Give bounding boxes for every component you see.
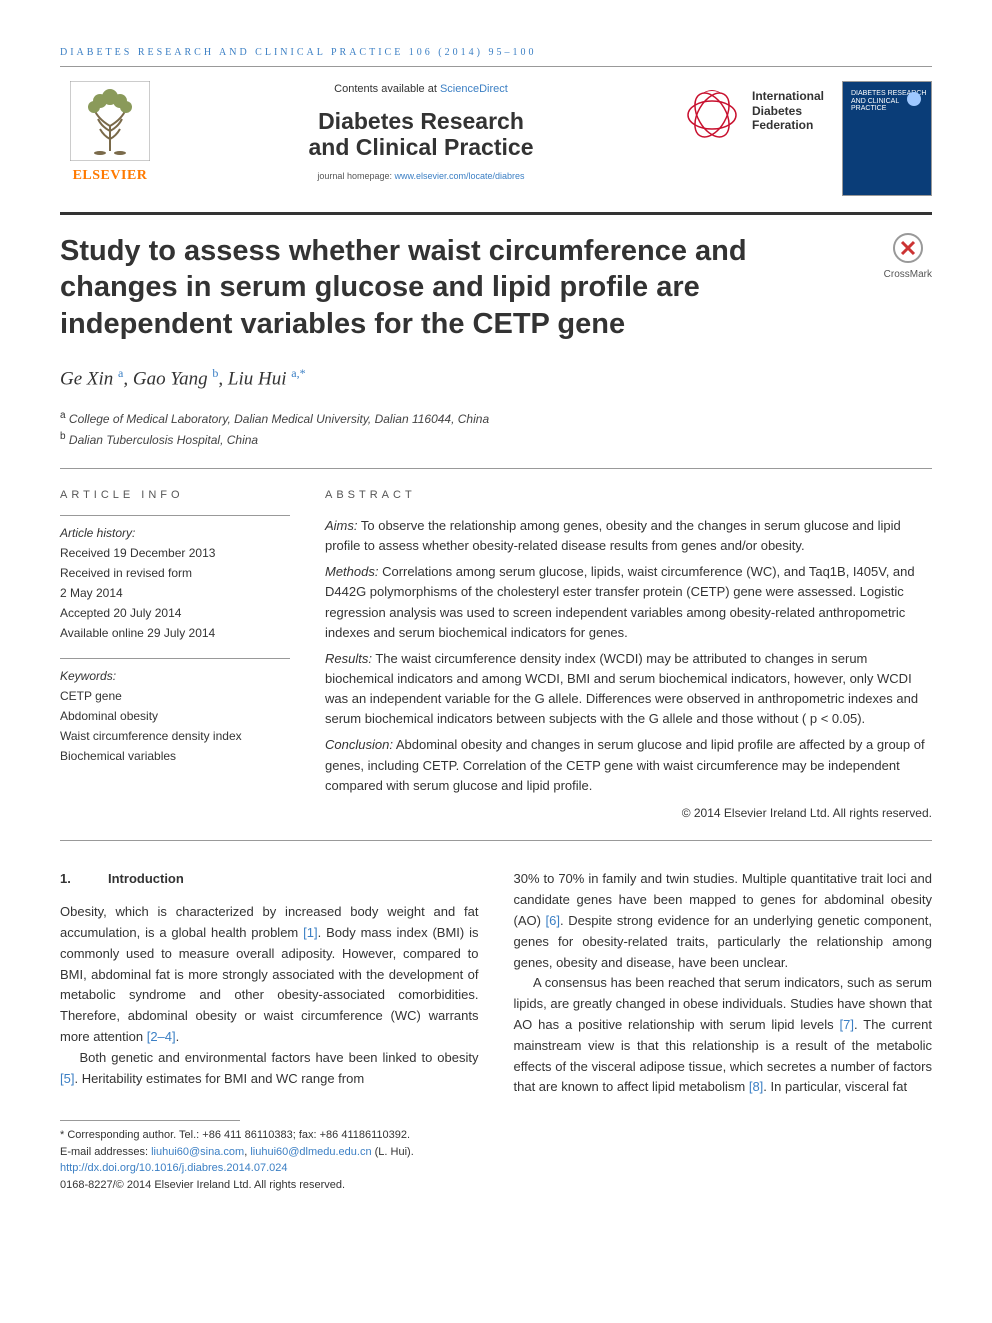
email-link[interactable]: liuhui60@sina.com [151, 1146, 244, 1158]
abstract-copyright: © 2014 Elsevier Ireland Ltd. All rights … [325, 804, 932, 823]
doi-link[interactable]: http://dx.doi.org/10.1016/j.diabres.2014… [60, 1160, 932, 1177]
issn-line: 0168-8227/© 2014 Elsevier Ireland Ltd. A… [60, 1177, 932, 1194]
section-number: 1. [60, 869, 108, 890]
section-rule-top [60, 468, 932, 469]
abstract-aims: Aims: To observe the relationship among … [325, 516, 932, 556]
journal-line2: and Clinical Practice [309, 134, 534, 160]
homepage-link[interactable]: www.elsevier.com/locate/diabres [394, 171, 524, 181]
email-link[interactable]: liuhui60@dlmedu.edu.cn [250, 1146, 371, 1158]
article-info-pane: ARTICLE INFO Article history: Received 1… [60, 487, 290, 822]
footnote-rule [60, 1120, 240, 1121]
corresponding-author: * Corresponding author. Tel.: +86 411 86… [60, 1127, 932, 1144]
top-rule [60, 66, 932, 67]
history-label: Article history: [60, 524, 290, 542]
received-line: Received 19 December 2013 [60, 544, 290, 562]
authors: Ge Xin a, Gao Yang b, Liu Hui a,* [60, 364, 932, 394]
citation-link[interactable]: [1] [303, 925, 317, 940]
masthead-center: Contents available at ScienceDirect Diab… [178, 81, 664, 184]
keywords-label: Keywords: [60, 667, 290, 685]
keyword: Waist circumference density index [60, 727, 290, 745]
info-abstract-row: ARTICLE INFO Article history: Received 1… [60, 487, 932, 822]
abstract-conclusion: Conclusion: Abdominal obesity and change… [325, 735, 932, 795]
online-line: Available online 29 July 2014 [60, 624, 290, 642]
journal-cover-thumb: DIABETES RESEARCH AND CLINICAL PRACTICE [842, 81, 932, 196]
crossmark-icon [893, 233, 923, 263]
abstract-results: Results: The waist circumference density… [325, 649, 932, 730]
section-title: Introduction [108, 871, 184, 886]
article-info-heading: ARTICLE INFO [60, 487, 290, 504]
section-heading: 1.Introduction [60, 869, 479, 890]
homepage-prefix: journal homepage: [317, 171, 394, 181]
idf-block: International Diabetes Federation [682, 81, 824, 141]
accepted-line: Accepted 20 July 2014 [60, 604, 290, 622]
abstract-heading: ABSTRACT [325, 487, 932, 504]
idf-text: International Diabetes Federation [752, 89, 824, 132]
affiliation-a: a a College of Medical Laboratory, Dalia… [60, 408, 932, 429]
contents-line: Contents available at ScienceDirect [178, 81, 664, 98]
body-paragraph: Both genetic and environmental factors h… [60, 1048, 479, 1090]
email-line: E-mail addresses: liuhui60@sina.com, liu… [60, 1144, 932, 1161]
citation-link[interactable]: [5] [60, 1071, 74, 1086]
idf-logo-icon [682, 81, 742, 141]
body-paragraph: Obesity, which is characterized by incre… [60, 902, 479, 1048]
citation-link[interactable]: [7] [840, 1017, 854, 1032]
affiliation-b: b b Dalian Tuberculosis Hospital, ChinaD… [60, 429, 932, 450]
journal-name: Diabetes Research and Clinical Practice [178, 108, 664, 161]
body-col-left: 1.Introduction Obesity, which is charact… [60, 869, 479, 1098]
idf-line2: Diabetes [752, 104, 802, 118]
crossmark-badge[interactable]: CrossMark [884, 233, 932, 282]
idf-line3: Federation [752, 118, 813, 132]
idf-line1: International [752, 89, 824, 103]
contents-prefix: Contents available at [334, 83, 440, 95]
body-columns: 1.Introduction Obesity, which is charact… [60, 869, 932, 1098]
citation-link[interactable]: [2–4] [147, 1029, 176, 1044]
elsevier-logo-block: ELSEVIER [60, 81, 160, 186]
footnotes: * Corresponding author. Tel.: +86 411 86… [60, 1127, 932, 1193]
running-head: DIABETES RESEARCH AND CLINICAL PRACTICE … [60, 45, 932, 60]
cover-dot-icon [907, 92, 921, 106]
section-rule-bottom [60, 840, 932, 841]
affiliations: a a College of Medical Laboratory, Dalia… [60, 408, 932, 450]
citation-link[interactable]: [8] [749, 1079, 763, 1094]
body-paragraph: 30% to 70% in family and twin studies. M… [514, 869, 933, 973]
abstract-methods: Methods: Correlations among serum glucos… [325, 562, 932, 643]
keyword: Biochemical variables [60, 747, 290, 765]
body-col-right: 30% to 70% in family and twin studies. M… [514, 869, 933, 1098]
elsevier-tree-icon [70, 81, 150, 161]
revised-line1: Received in revised form [60, 564, 290, 582]
sciencedirect-link[interactable]: ScienceDirect [440, 83, 508, 95]
revised-line2: 2 May 2014 [60, 584, 290, 602]
article-history-block: Article history: Received 19 December 20… [60, 515, 290, 642]
journal-line1: Diabetes Research [318, 108, 524, 134]
elsevier-wordmark: ELSEVIER [73, 165, 148, 186]
keywords-block: Keywords: CETP gene Abdominal obesity Wa… [60, 658, 290, 765]
thick-rule [60, 212, 932, 215]
masthead: ELSEVIER Contents available at ScienceDi… [60, 81, 932, 196]
crossmark-label: CrossMark [884, 267, 932, 282]
abstract-pane: ABSTRACT Aims: To observe the relationsh… [325, 487, 932, 822]
keyword: Abdominal obesity [60, 707, 290, 725]
paper-title: Study to assess whether waist circumfere… [60, 233, 864, 342]
homepage-line: journal homepage: www.elsevier.com/locat… [178, 170, 664, 184]
title-row: Study to assess whether waist circumfere… [60, 233, 932, 342]
citation-link[interactable]: [6] [546, 913, 560, 928]
keyword: CETP gene [60, 687, 290, 705]
body-paragraph: A consensus has been reached that serum … [514, 973, 933, 1098]
